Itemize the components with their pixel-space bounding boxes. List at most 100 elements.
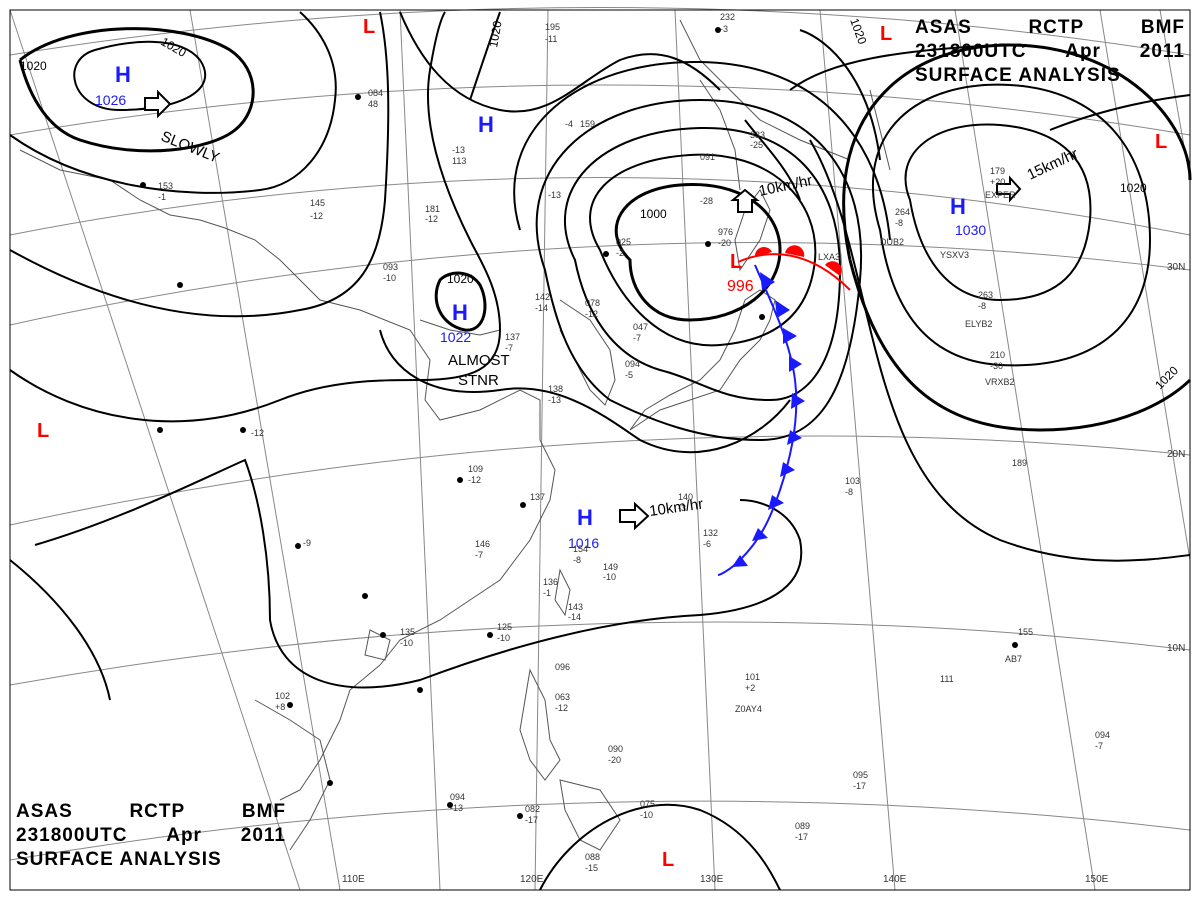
station-value: 137 (505, 332, 520, 342)
station-value: -12 (425, 214, 438, 224)
coast-bay (419, 319, 501, 336)
title-time: 231800UTC (16, 825, 128, 846)
station-value: -12 (555, 703, 568, 713)
high-center-value: 1022 (440, 329, 471, 345)
high-center-letter: H (950, 194, 966, 219)
title-area-code: ASAS (915, 17, 972, 38)
station-value: 263 (978, 290, 993, 300)
coast-china-south (279, 664, 381, 801)
station-value: 090 (608, 744, 623, 754)
lat-line-20n (9, 435, 1191, 526)
graticule (9, 7, 1191, 891)
isobar-label: 1020 (1120, 181, 1147, 195)
low-centers: L 996 L L L L L (37, 16, 1167, 871)
lat-line (9, 84, 1191, 136)
lon-line-140e (954, 9, 1096, 891)
high-centers: H 1026 H H 1022 H 1016 H 1030 (95, 62, 986, 551)
title-line-2: 231800UTC Apr 2011 (915, 40, 1185, 64)
isobar-low-4 (535, 98, 863, 442)
station-value: +8 (275, 702, 285, 712)
station-value: 094 (1095, 730, 1110, 740)
station-value: -10 (383, 273, 396, 283)
station-values: 195 -11 232 -3 084 48 159 -4 145 -12 181… (158, 12, 1110, 873)
stationary-label-1: ALMOST (448, 352, 510, 369)
lat-line-10n (9, 621, 1191, 686)
motion-arrow-1016 (619, 501, 650, 531)
station-value: -3 (678, 503, 686, 513)
station-id: AB7 (1005, 654, 1022, 664)
station-value: 189 (1012, 458, 1027, 468)
station-value: 146 (475, 539, 490, 549)
station-value: -4 (565, 119, 573, 129)
station-value: 025 (616, 237, 631, 247)
station-value: 111 (940, 674, 954, 684)
station-value: 135 (400, 627, 415, 637)
station-dot (140, 182, 146, 188)
high-center-letter: H (478, 112, 494, 137)
isobar-high-nw-inner (73, 40, 207, 112)
isobar-label: 1020 (1152, 363, 1181, 392)
lon-line (189, 9, 341, 891)
station-id: VRXB2 (985, 377, 1015, 387)
station-value: 142 (535, 292, 550, 302)
station-value: 143 (568, 602, 583, 612)
high-center-letter: H (452, 300, 468, 325)
title-line-2: 231800UTC Apr 2011 (16, 824, 286, 848)
station-value: -30 (990, 361, 1003, 371)
station-dot (295, 543, 301, 549)
station-value: -7 (505, 343, 513, 353)
low-center-letter: L (662, 849, 674, 871)
motion-arrow-low (730, 188, 760, 213)
coast-japan (629, 289, 776, 431)
isobar-sw (9, 559, 111, 701)
cold-front (717, 264, 805, 576)
low-center-letter: L (880, 23, 892, 45)
station-value: -1 (158, 192, 166, 202)
lon-label-150e: 150E (1085, 874, 1109, 885)
station-value: 109 (468, 464, 483, 474)
isobar-high-1030-2 (842, 43, 1192, 261)
station-value: -17 (795, 832, 808, 842)
isobar-labels: 1020 1020 1020 1020 1020 1020 1020 1000 (20, 16, 1181, 392)
isobar-high-nw-1020 (18, 27, 255, 153)
station-value: -11 (545, 34, 557, 44)
lon-line-150e (1099, 9, 1191, 561)
cold-front-triangles (732, 272, 805, 567)
station-value: -3 (720, 24, 728, 34)
station-value: 093 (383, 262, 398, 272)
station-markers (140, 27, 1018, 819)
lon-label-110e: 110E (342, 874, 365, 885)
station-value: 149 (603, 562, 618, 572)
station-value: 976 (718, 227, 733, 237)
station-value: -8 (573, 555, 581, 565)
isobar-high-1030-1 (872, 83, 1152, 367)
station-value: 095 (853, 770, 868, 780)
station-value: 159 (580, 119, 595, 129)
lon-label-130e: 130E (700, 874, 724, 885)
title-station-code: RCTP (1028, 17, 1085, 38)
isobar-low-1000 (614, 182, 782, 322)
station-dot (287, 702, 293, 708)
station-value: 096 (555, 662, 570, 672)
isobar-east-outer (809, 139, 1191, 562)
station-value: -9 (303, 538, 311, 548)
station-value: 125 (497, 622, 512, 632)
coast-mindanao (559, 779, 621, 851)
station-value: +20 (990, 177, 1005, 187)
station-value: 333 (750, 130, 765, 140)
high-center-value: 1026 (95, 92, 126, 108)
isobar-label: 1020 (447, 272, 474, 286)
isobar-low-3 (564, 126, 842, 402)
station-value: 48 (368, 99, 378, 109)
lat-label-30n: 30N (1167, 262, 1185, 273)
station-dot (355, 94, 361, 100)
station-dot (517, 813, 523, 819)
station-dot (157, 427, 163, 433)
isobar-label: 1020 (159, 34, 189, 60)
station-dot (715, 27, 721, 33)
station-value: 195 (545, 22, 560, 32)
station-value: -10 (603, 572, 616, 582)
title-time: 231800UTC (915, 41, 1027, 62)
station-dot (705, 241, 711, 247)
